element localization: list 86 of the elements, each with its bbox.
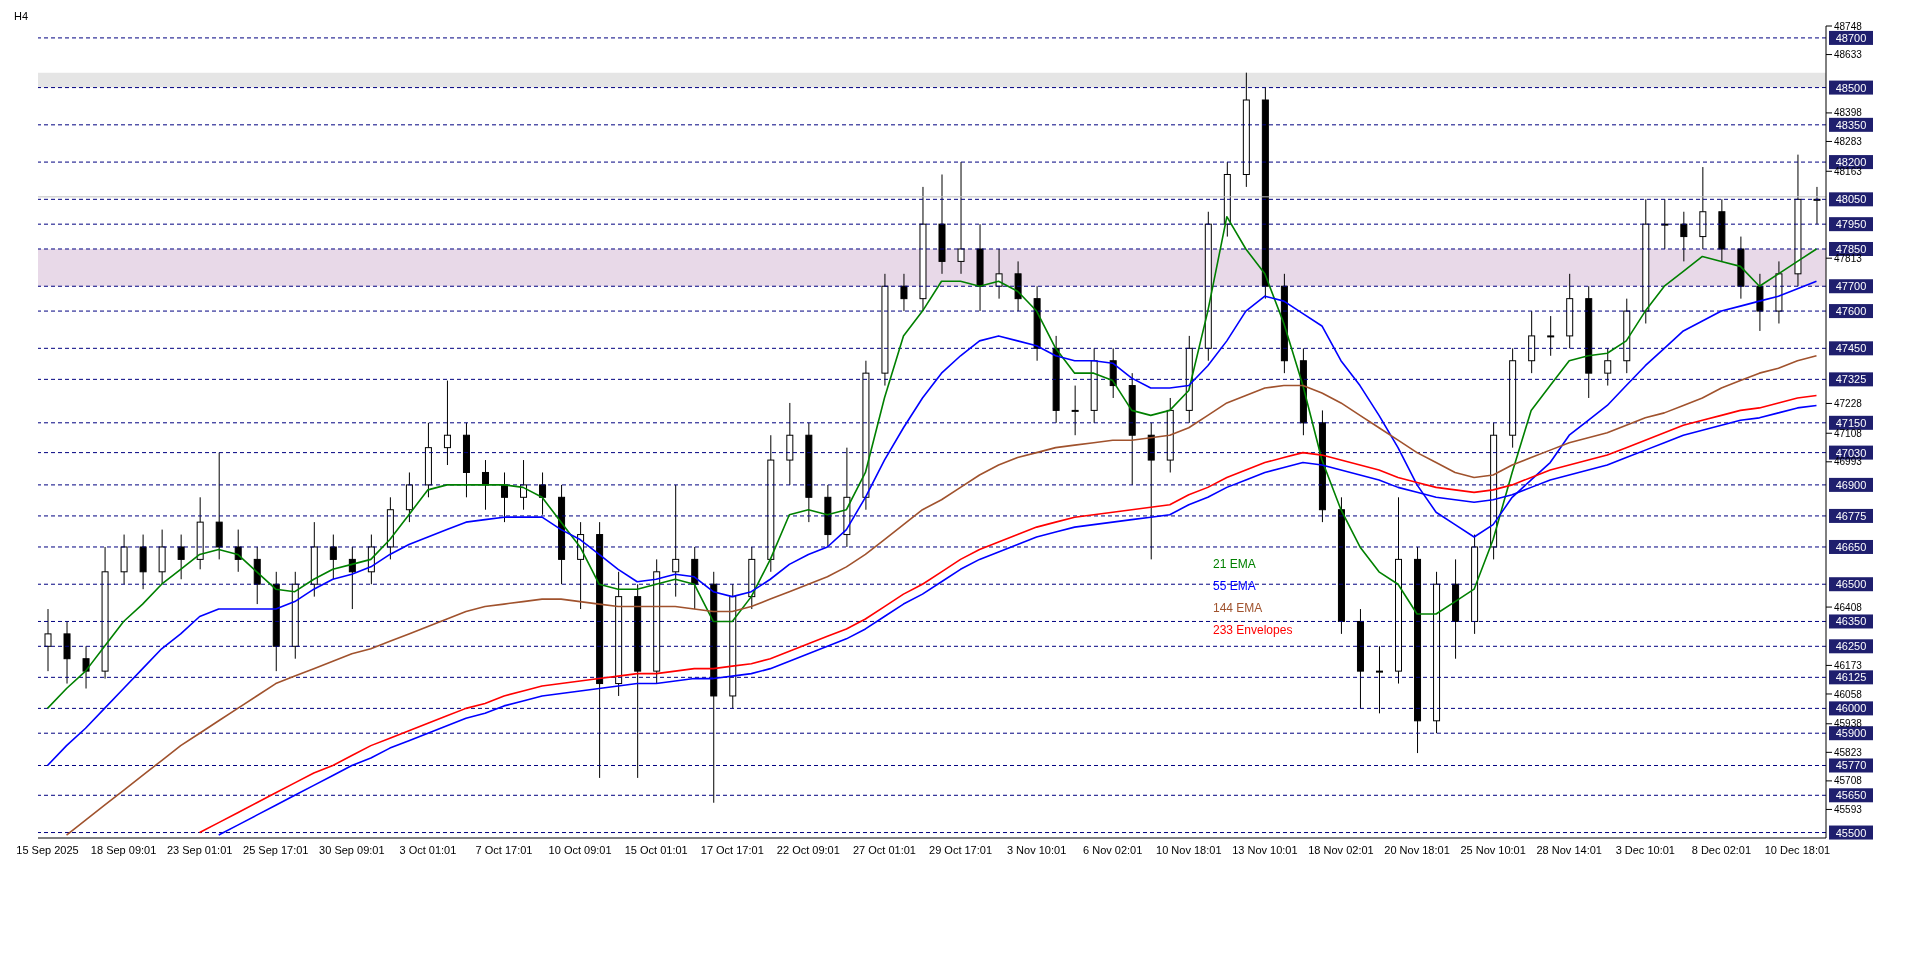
x-tick-label: 3 Dec 10:01 xyxy=(1615,843,1675,856)
ref-line-label: 48350 xyxy=(1835,118,1867,131)
x-tick-label: 18 Sep 09:01 xyxy=(90,843,157,856)
ref-line-label: 46900 xyxy=(1835,478,1867,491)
y-tick-label: 45593 xyxy=(1834,803,1863,815)
candlestick xyxy=(1071,385,1079,436)
x-tick-label: 20 Nov 18:01 xyxy=(1384,843,1450,856)
ref-line-label: 45900 xyxy=(1835,727,1867,740)
x-tick-label: 15 Oct 01:01 xyxy=(624,843,688,856)
chart-title: H4 xyxy=(14,10,29,22)
line-series xyxy=(46,215,1818,710)
ref-line-label: 47600 xyxy=(1835,305,1867,318)
ref-line-label: 47150 xyxy=(1835,416,1867,429)
y-tick-label: 47228 xyxy=(1834,397,1863,409)
x-tick-label: 6 Nov 02:01 xyxy=(1083,843,1143,856)
candlestick xyxy=(1680,211,1688,262)
candlestick xyxy=(1604,347,1612,387)
candlestick xyxy=(539,471,547,516)
x-tick-label: 10 Nov 18:01 xyxy=(1156,843,1222,856)
ref-line-label: 48500 xyxy=(1835,81,1867,94)
candlestick xyxy=(82,645,90,690)
x-tick-label: 13 Nov 10:01 xyxy=(1232,843,1298,856)
y-tick-label: 48398 xyxy=(1834,107,1863,119)
ref-line-label: 47950 xyxy=(1835,218,1867,231)
ref-line-label: 45500 xyxy=(1835,826,1867,839)
ref-line-label: 48050 xyxy=(1835,193,1867,206)
candlestick xyxy=(481,459,489,511)
ref-line-label: 46250 xyxy=(1835,640,1867,653)
x-tick-label: 25 Nov 10:01 xyxy=(1460,843,1526,856)
x-tick-label: 3 Oct 01:01 xyxy=(399,843,457,856)
x-tick-label: 10 Oct 09:01 xyxy=(548,843,612,856)
candlestick xyxy=(44,608,52,672)
candlestick xyxy=(501,471,509,523)
candlestick xyxy=(329,534,337,580)
y-tick-label: 46993 xyxy=(1834,456,1863,468)
ref-line-label: 46000 xyxy=(1835,702,1867,715)
x-tick-label: 18 Nov 02:01 xyxy=(1308,843,1374,856)
ref-line-label: 48700 xyxy=(1835,31,1867,44)
ref-line-label: 47450 xyxy=(1835,342,1867,355)
ref-line-label: 47030 xyxy=(1835,446,1867,459)
candlestick xyxy=(1375,645,1383,714)
y-tick-label: 46058 xyxy=(1834,688,1863,700)
y-tick-label: 48748 xyxy=(1834,20,1863,32)
ref-line-label: 46125 xyxy=(1835,671,1867,684)
y-tick-label: 48633 xyxy=(1834,49,1863,61)
x-tick-label: 10 Dec 18:01 xyxy=(1764,843,1831,856)
x-tick-label: 3 Nov 10:01 xyxy=(1006,843,1067,856)
ref-line-label: 45650 xyxy=(1835,789,1867,802)
text: 233 Envelopes xyxy=(1213,623,1293,637)
candlestick xyxy=(443,380,451,466)
x-tick-label: 30 Sep 09:01 xyxy=(319,843,385,856)
ref-line-label: 47700 xyxy=(1835,280,1867,293)
candlestick xyxy=(672,484,680,598)
ref-line-label: 45770 xyxy=(1835,759,1867,772)
candlestick xyxy=(995,248,1003,300)
ref-line-label: 46775 xyxy=(1835,509,1867,522)
x-tick-label: 29 Oct 17:01 xyxy=(929,843,993,856)
y-tick-label: 47108 xyxy=(1834,427,1863,439)
y-tick-label: 46408 xyxy=(1834,601,1863,613)
y-tick-label: 48283 xyxy=(1834,136,1863,148)
candlestick xyxy=(177,534,185,580)
candlestick xyxy=(957,161,965,275)
x-tick-label: 27 Oct 01:01 xyxy=(852,843,916,856)
text: 21 EMA xyxy=(1213,556,1257,573)
y-tick-label: 45823 xyxy=(1834,746,1863,758)
ref-line-label: 46650 xyxy=(1835,540,1867,553)
ref-line-label: 46500 xyxy=(1835,578,1867,591)
x-tick-label: 25 Sep 17:01 xyxy=(243,843,309,856)
y-tick-label: 47813 xyxy=(1834,252,1863,264)
x-tick-label: 23 Sep 01:01 xyxy=(166,843,233,856)
x-tick-label: 7 Oct 17:01 xyxy=(475,843,533,856)
x-tick-label: 17 Oct 17:01 xyxy=(700,843,764,856)
x-tick-label: 22 Oct 09:01 xyxy=(776,843,840,856)
candlestick xyxy=(1813,186,1821,225)
candlestick xyxy=(1547,315,1555,357)
x-tick-label: 15 Sep 2025 xyxy=(16,843,79,856)
line-series xyxy=(65,354,1818,836)
text: 144 EMA xyxy=(1213,601,1263,615)
ref-line-label: 47325 xyxy=(1835,373,1867,386)
ref-line-label: 46350 xyxy=(1835,615,1867,628)
candlestick xyxy=(900,273,908,312)
ref-line-label: 47850 xyxy=(1835,242,1867,255)
y-tick-label: 46173 xyxy=(1834,659,1863,671)
x-tick-label: 28 Nov 14:01 xyxy=(1536,843,1602,856)
y-tick-label: 45708 xyxy=(1834,775,1863,787)
x-tick-label: 8 Dec 02:01 xyxy=(1691,843,1752,856)
